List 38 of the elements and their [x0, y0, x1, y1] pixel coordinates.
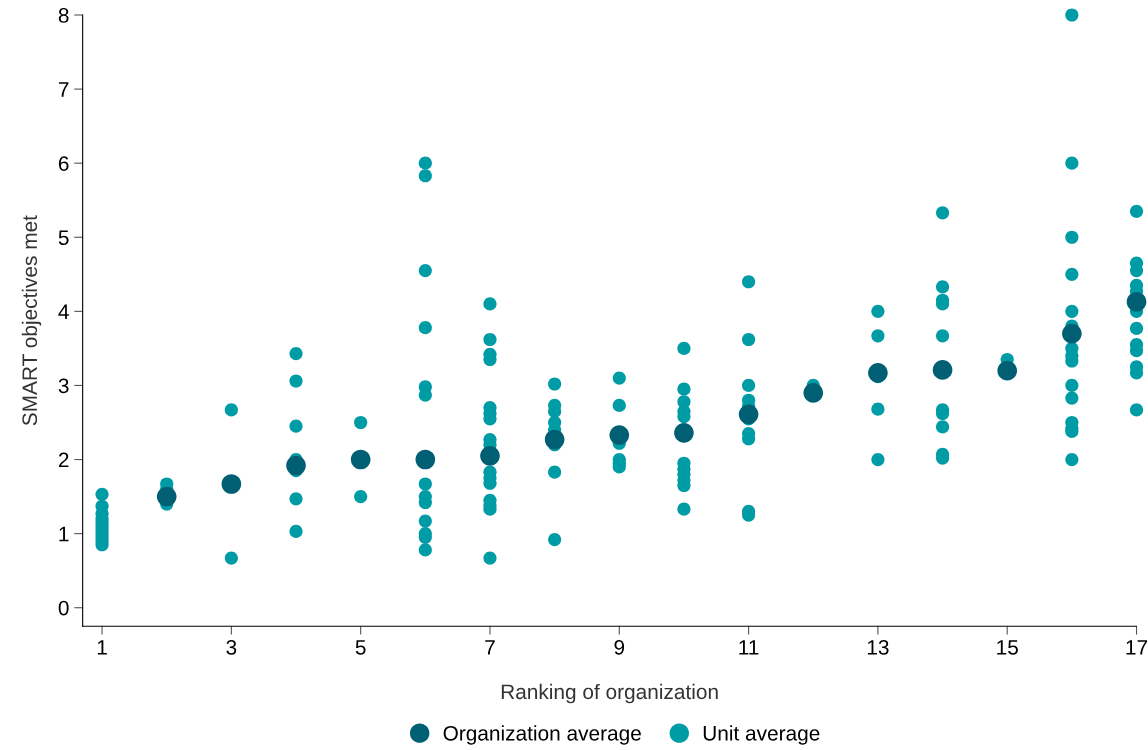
y-tick-label: 8	[58, 8, 69, 23]
point	[286, 455, 306, 476]
x-tick-label: 11	[739, 640, 759, 655]
y-tick-label: 1	[59, 526, 69, 542]
x-tick-label: 5	[355, 640, 366, 655]
point	[221, 474, 242, 494]
legend-label: Organization average	[443, 725, 641, 745]
point	[1062, 323, 1082, 344]
y-tick-label: 3	[58, 378, 69, 394]
x-tick-label: 1	[97, 640, 107, 655]
point	[997, 360, 1018, 381]
y-tick-label: 7	[58, 82, 69, 97]
point	[738, 404, 759, 425]
point	[350, 449, 371, 470]
x-tick-label: 7	[485, 640, 495, 655]
x-tick-label: 13	[867, 639, 889, 655]
point	[480, 446, 500, 466]
x-tick-label: 15	[997, 640, 1018, 655]
y-tick-label: 4	[58, 304, 69, 319]
y-axis-title: SMART objectives met	[21, 215, 42, 426]
x-tick-label: 9	[614, 639, 625, 655]
x-axis-title: Ranking of organization	[501, 683, 718, 704]
point	[803, 383, 824, 403]
point	[932, 360, 953, 380]
point	[544, 429, 565, 450]
x-tick-label: 3	[226, 639, 237, 655]
point	[1126, 291, 1147, 312]
y-tick-label: 2	[58, 452, 69, 468]
x-tick-label: 17	[1126, 640, 1148, 655]
point	[674, 423, 694, 443]
point	[609, 425, 630, 445]
y-tick-label: 0	[58, 600, 69, 616]
point	[415, 449, 436, 470]
y-tick-label: 5	[58, 230, 69, 246]
point	[156, 486, 177, 507]
point	[868, 363, 888, 383]
y-tick-label: 6	[58, 156, 69, 171]
legend-label: Unit average	[703, 725, 820, 745]
